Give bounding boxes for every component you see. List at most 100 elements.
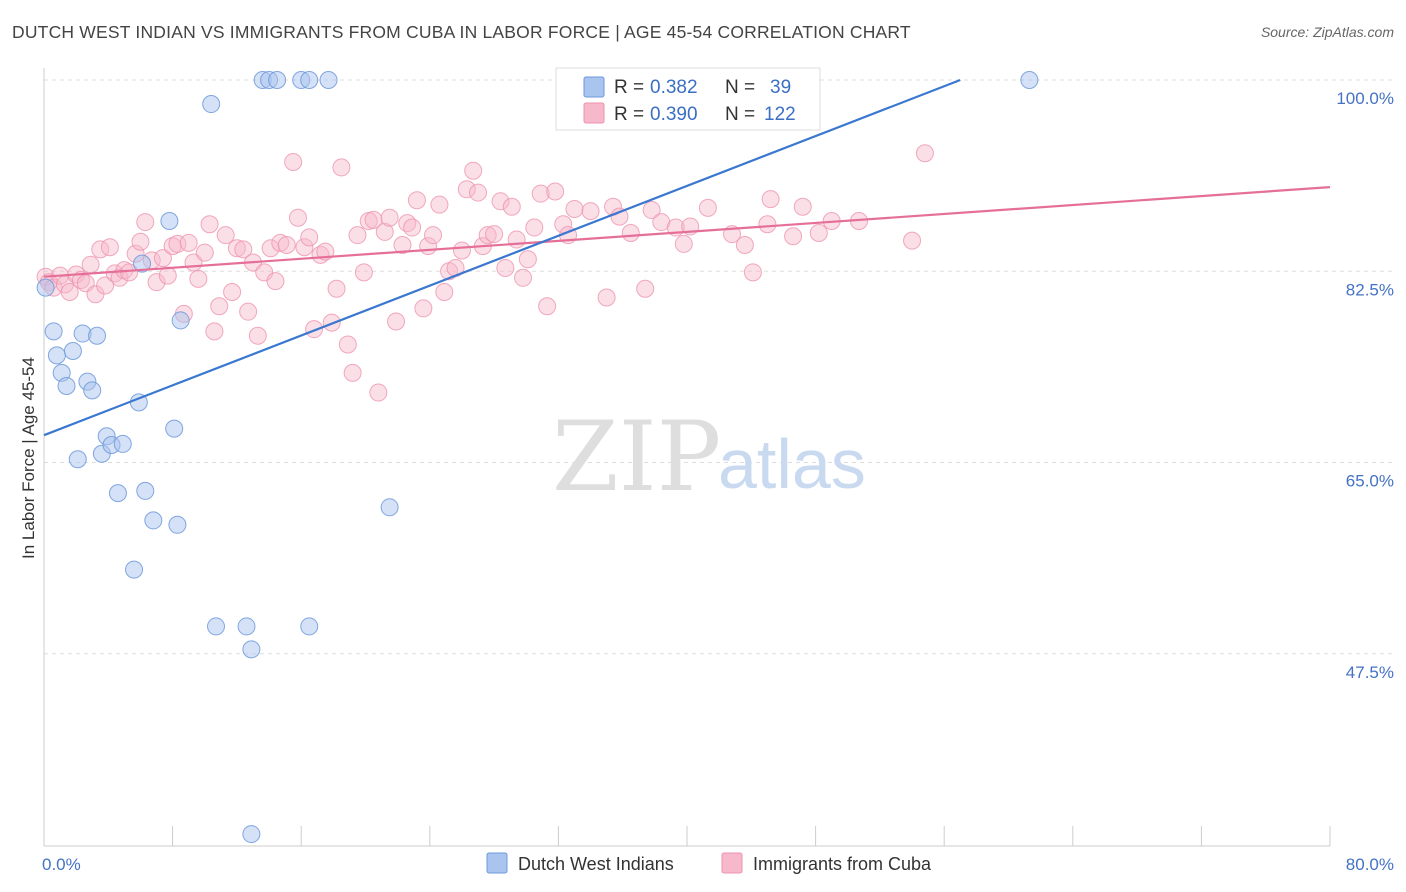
data-point-immigrants-from-cuba xyxy=(284,152,303,171)
data-point-immigrants-from-cuba xyxy=(915,144,934,163)
data-point-dutch-west-indians xyxy=(171,311,190,330)
data-point-immigrants-from-cuba xyxy=(761,190,780,209)
data-point-dutch-west-indians xyxy=(44,322,63,341)
data-point-immigrants-from-cuba xyxy=(332,158,351,177)
data-point-immigrants-from-cuba xyxy=(189,269,208,288)
data-point-immigrants-from-cuba xyxy=(380,208,399,227)
data-point-immigrants-from-cuba xyxy=(158,266,177,285)
data-point-immigrants-from-cuba xyxy=(277,236,296,255)
y-tick-label: 65.0% xyxy=(1346,472,1394,491)
data-point-immigrants-from-cuba xyxy=(375,222,394,241)
data-point-immigrants-from-cuba xyxy=(435,283,454,302)
data-point-dutch-west-indians xyxy=(83,381,102,400)
chart-source: Source: ZipAtlas.com xyxy=(1260,24,1394,40)
bottom-legend-label-blue: Dutch West Indians xyxy=(518,854,674,874)
data-point-immigrants-from-cuba xyxy=(266,272,285,291)
data-point-immigrants-from-cuba xyxy=(393,236,412,255)
data-point-immigrants-from-cuba xyxy=(507,230,526,249)
data-point-immigrants-from-cuba xyxy=(343,363,362,382)
data-point-immigrants-from-cuba xyxy=(538,297,557,316)
data-point-immigrants-from-cuba xyxy=(200,215,219,234)
data-point-dutch-west-indians xyxy=(144,511,163,530)
data-point-immigrants-from-cuba xyxy=(295,238,314,257)
data-point-dutch-west-indians xyxy=(113,434,132,453)
legend-n-label-1: N = xyxy=(725,77,755,98)
trend-line-immigrants-from-cuba xyxy=(43,186,1331,278)
data-point-dutch-west-indians xyxy=(108,484,127,503)
trend-line-dutch-west-indians xyxy=(43,78,961,437)
legend-r-value-1: 0.382 xyxy=(650,77,698,98)
data-point-immigrants-from-cuba xyxy=(621,224,640,242)
data-point-immigrants-from-cuba xyxy=(147,273,166,292)
data-point-immigrants-from-cuba xyxy=(205,322,224,341)
data-point-immigrants-from-cuba xyxy=(100,238,119,257)
data-point-immigrants-from-cuba xyxy=(60,283,79,302)
data-point-immigrants-from-cuba xyxy=(305,320,324,339)
data-point-immigrants-from-cuba xyxy=(793,197,812,216)
data-point-immigrants-from-cuba xyxy=(288,208,307,227)
series-immigrants-from-cuba xyxy=(36,144,934,402)
data-point-immigrants-from-cuba xyxy=(179,233,198,252)
trend-lines xyxy=(43,78,1331,437)
grid-layer: 100.0% 82.5% 65.0% 47.5% xyxy=(43,68,1394,847)
data-point-immigrants-from-cuba xyxy=(514,268,533,287)
data-point-immigrants-from-cuba xyxy=(469,183,488,202)
data-point-immigrants-from-cuba xyxy=(403,218,422,237)
data-point-immigrants-from-cuba xyxy=(81,255,100,274)
data-point-immigrants-from-cuba xyxy=(223,283,242,302)
series-legend: Dutch West Indians Immigrants from Cuba xyxy=(486,852,932,874)
data-point-immigrants-from-cuba xyxy=(153,249,172,268)
data-point-immigrants-from-cuba xyxy=(636,279,655,298)
data-point-dutch-west-indians xyxy=(202,95,221,114)
data-point-immigrants-from-cuba xyxy=(502,197,521,216)
data-point-immigrants-from-cuba xyxy=(234,240,253,259)
data-point-dutch-west-indians xyxy=(1020,71,1039,89)
correlation-legend: R = 0.382 N = 39 R = 0.390 N = 122 xyxy=(555,67,821,131)
legend-r-value-2: 0.390 xyxy=(650,104,698,125)
data-point-immigrants-from-cuba xyxy=(338,335,357,354)
watermark-atlas: atlas xyxy=(718,425,866,503)
data-point-dutch-west-indians xyxy=(207,617,226,636)
data-point-immigrants-from-cuba xyxy=(424,226,443,245)
data-point-immigrants-from-cuba xyxy=(809,224,828,242)
data-point-dutch-west-indians xyxy=(36,278,55,297)
series-dutch-west-indians xyxy=(36,71,1039,844)
data-point-immigrants-from-cuba xyxy=(364,210,383,229)
data-point-immigrants-from-cuba xyxy=(327,279,346,298)
data-point-dutch-west-indians xyxy=(125,560,144,579)
data-point-immigrants-from-cuba xyxy=(300,228,319,247)
data-point-dutch-west-indians xyxy=(88,326,107,345)
x-tick-label-max: 80.0% xyxy=(1346,855,1394,874)
data-point-immigrants-from-cuba xyxy=(195,243,214,262)
data-point-immigrants-from-cuba xyxy=(227,239,246,258)
data-point-immigrants-from-cuba xyxy=(210,297,229,316)
watermark: ZIP atlas xyxy=(552,401,866,513)
y-tick-label: 82.5% xyxy=(1346,280,1394,299)
data-point-dutch-west-indians xyxy=(242,640,261,659)
legend-swatch-pink xyxy=(583,102,605,124)
data-point-dutch-west-indians xyxy=(268,71,287,89)
bottom-legend-swatch-blue xyxy=(486,852,508,874)
legend-swatch-blue xyxy=(583,76,605,98)
data-point-immigrants-from-cuba xyxy=(743,263,762,282)
data-point-dutch-west-indians xyxy=(133,254,152,273)
data-point-immigrants-from-cuba xyxy=(735,236,754,255)
data-point-immigrants-from-cuba xyxy=(758,215,777,234)
data-point-immigrants-from-cuba xyxy=(136,213,155,232)
data-point-immigrants-from-cuba xyxy=(597,288,616,307)
watermark-zip: ZIP xyxy=(552,401,721,513)
data-point-dutch-west-indians xyxy=(160,211,179,230)
data-point-immigrants-from-cuba xyxy=(96,276,115,295)
data-point-dutch-west-indians xyxy=(63,342,82,361)
data-point-immigrants-from-cuba xyxy=(674,234,693,253)
legend-r-label-1: R = xyxy=(614,77,644,98)
data-point-immigrants-from-cuba xyxy=(610,207,629,226)
data-point-immigrants-from-cuba xyxy=(457,180,476,199)
y-axis-title: In Labor Force | Age 45-54 xyxy=(19,357,38,559)
y-tick-label: 100.0% xyxy=(1336,89,1394,108)
chart-title: DUTCH WEST INDIAN VS IMMIGRANTS FROM CUB… xyxy=(12,22,911,42)
data-point-immigrants-from-cuba xyxy=(239,302,258,321)
data-point-immigrants-from-cuba xyxy=(311,245,330,264)
data-point-dutch-west-indians xyxy=(165,419,184,438)
